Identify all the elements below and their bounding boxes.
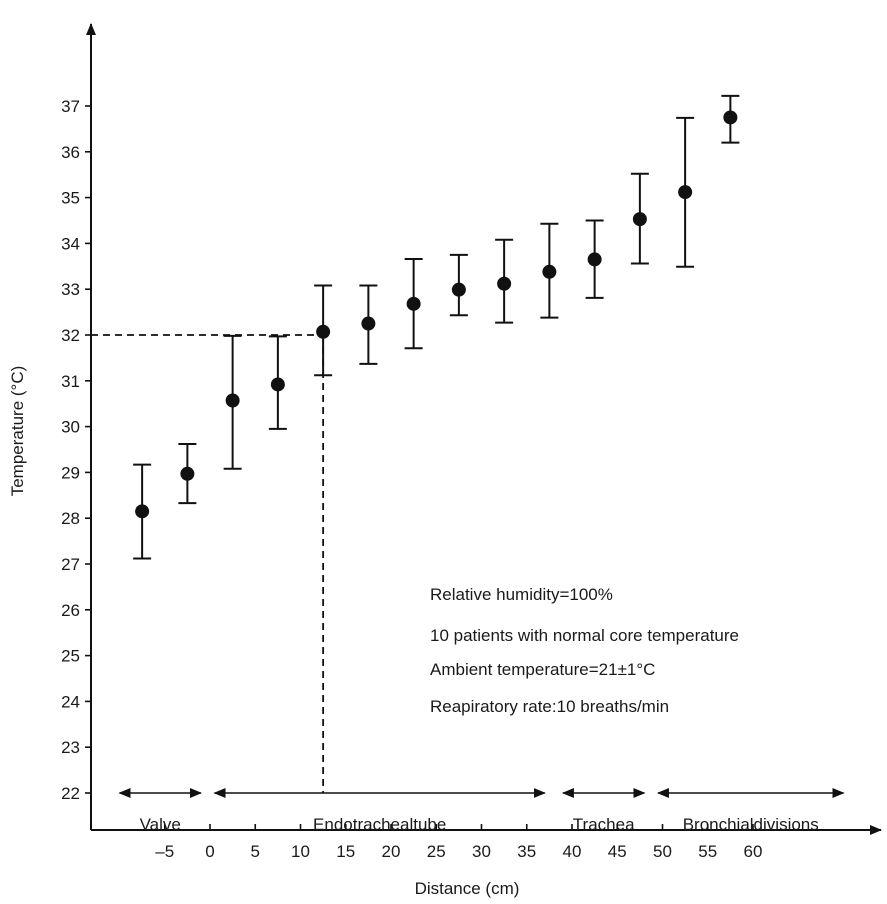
data-point-group	[449, 253, 468, 317]
y-tick-label: 37	[61, 97, 80, 116]
data-point-group	[585, 219, 604, 299]
region-label: Endotrachealtube	[313, 815, 446, 834]
data-point-group	[223, 334, 242, 470]
annotation-patients: 10 patients with normal core temperature	[430, 626, 739, 645]
x-tick-label: 35	[517, 842, 536, 861]
x-tick-label: 40	[563, 842, 582, 861]
y-tick-label: 27	[61, 555, 80, 574]
y-tick-label: 25	[61, 647, 80, 666]
data-point-group	[630, 172, 649, 265]
x-tick-label: 0	[205, 842, 214, 861]
data-point	[270, 377, 285, 392]
data-point-group	[268, 335, 287, 430]
data-point	[406, 296, 421, 311]
data-point	[225, 393, 240, 408]
x-tick-label: 45	[608, 842, 627, 861]
x-tick-label: –5	[155, 842, 174, 861]
data-point	[723, 110, 738, 125]
y-ticks: 22 23 24 25 26 27 28 29 30 31 32 33 34 35 36 37	[61, 97, 91, 803]
x-tick-label: 50	[653, 842, 672, 861]
data-point-group	[314, 284, 333, 377]
x-ticks: –5 0 5 10 15 20 25 30 35 40 45 50 55 60	[155, 824, 762, 861]
x-tick-label: 30	[472, 842, 491, 861]
x-tick-label: 25	[427, 842, 446, 861]
y-axis-title: Temperature (°C)	[8, 366, 27, 497]
y-tick-label: 23	[61, 738, 80, 757]
data-point	[497, 276, 512, 291]
y-tick-label: 33	[61, 280, 80, 299]
y-tick-label: 28	[61, 509, 80, 528]
y-tick-label: 30	[61, 418, 80, 437]
data-point-group	[404, 257, 423, 350]
region-label: Valve	[140, 815, 181, 834]
data-point-group	[495, 238, 514, 324]
x-tick-label: 5	[251, 842, 260, 861]
y-tick-label: 36	[61, 143, 80, 162]
data-point-group	[676, 116, 695, 268]
y-tick-label: 31	[61, 372, 80, 391]
data-point	[180, 466, 195, 481]
x-tick-label: 15	[336, 842, 355, 861]
data-point-group	[359, 284, 378, 365]
data-point-group	[133, 463, 152, 560]
x-axis-title: Distance (cm)	[415, 879, 520, 898]
region-label: Trachea	[573, 815, 635, 834]
data-point	[451, 282, 466, 297]
annotation-block: Relative humidity=100% 10 patients with …	[430, 585, 739, 716]
y-tick-label: 35	[61, 189, 80, 208]
y-tick-label: 29	[61, 463, 80, 482]
x-tick-label: 10	[291, 842, 310, 861]
data-point	[632, 212, 647, 227]
annotation-ambient: Ambient temperature=21±1°C	[430, 660, 655, 679]
data-point	[361, 316, 376, 331]
data-point	[316, 324, 331, 339]
x-tick-label: 60	[744, 842, 763, 861]
y-tick-label: 26	[61, 601, 80, 620]
y-tick-label: 34	[61, 234, 80, 253]
data-point	[135, 504, 150, 519]
x-tick-label: 55	[698, 842, 717, 861]
x-tick-label: 20	[382, 842, 401, 861]
region-arrows: Valve Endotrachealtube Trachea Bronchialdiv…	[118, 788, 845, 834]
y-tick-label: 24	[61, 692, 80, 711]
annotation-respiratory: Reapiratory rate:10 breaths/min	[430, 697, 669, 716]
data-points	[133, 94, 740, 560]
annotation-humidity: Relative humidity=100%	[430, 585, 613, 604]
data-point-group	[540, 222, 559, 319]
reference-lines	[91, 334, 325, 793]
data-point	[678, 185, 693, 200]
data-point-group	[721, 94, 740, 144]
y-tick-label: 32	[61, 326, 80, 345]
data-point	[542, 264, 557, 279]
data-point-group	[178, 443, 197, 505]
data-point	[587, 252, 602, 267]
y-tick-label: 22	[61, 784, 80, 803]
region-label: Bronchialdivisions	[683, 815, 819, 834]
